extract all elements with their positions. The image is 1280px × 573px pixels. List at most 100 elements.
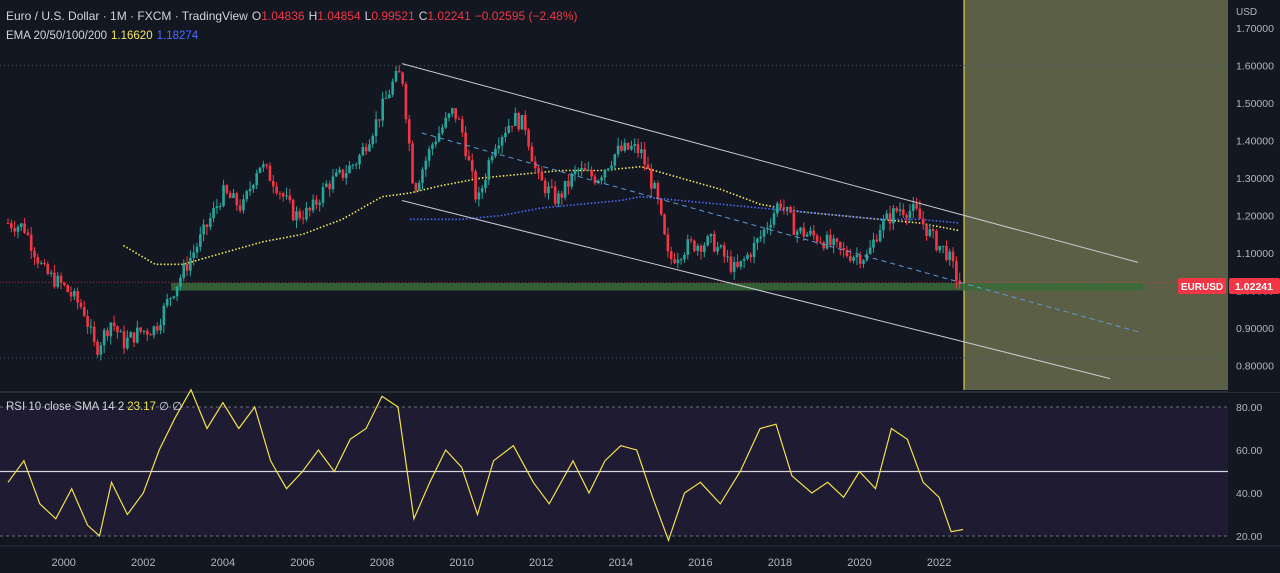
candle-body <box>434 141 438 145</box>
candle-body <box>626 142 630 150</box>
candle-body <box>275 186 278 194</box>
candle-body <box>835 238 839 242</box>
candle-body <box>620 145 623 151</box>
candle-body <box>477 192 481 200</box>
candle-body <box>199 234 202 247</box>
time-tick-label: 2018 <box>768 557 792 569</box>
candle-body <box>888 213 892 224</box>
candle-body <box>129 332 132 338</box>
candle-body <box>437 133 441 142</box>
candle-body <box>13 228 16 232</box>
high-value: 1.04854 <box>317 9 361 23</box>
candle-body <box>537 168 540 172</box>
ema-legend[interactable]: EMA 20/50/100/200 1.16620 1.18274 <box>6 30 202 42</box>
candle-body <box>318 202 322 205</box>
candle-body <box>82 307 86 316</box>
candle-body <box>112 322 116 327</box>
candle-body <box>122 331 126 349</box>
time-axis[interactable] <box>0 546 1228 573</box>
candle-body <box>162 305 166 326</box>
candle-body <box>729 256 733 272</box>
candle-body <box>905 215 908 218</box>
candle-body <box>278 193 282 195</box>
symbol-tag-text: EURUSD <box>1181 282 1223 293</box>
candle-body <box>673 258 676 263</box>
candle-body <box>530 146 534 162</box>
candle-body <box>417 182 421 191</box>
price-tick-label: 0.80000 <box>1236 361 1274 373</box>
candle-body <box>169 298 172 300</box>
channel-upper-line <box>401 63 1139 263</box>
candle-body <box>374 119 378 136</box>
trend-channel[interactable] <box>401 63 1139 380</box>
candle-body <box>301 218 305 220</box>
candle-body <box>792 212 796 235</box>
candle-body <box>344 173 348 178</box>
candle-body <box>53 272 56 287</box>
candle-body <box>212 208 215 219</box>
candle-body <box>460 119 464 133</box>
candle-body <box>613 154 617 166</box>
candle-body <box>179 277 182 287</box>
close-value: 1.02241 <box>427 9 471 23</box>
candle-body <box>749 254 753 258</box>
rsi-axis[interactable] <box>1228 394 1280 544</box>
candle-body <box>480 188 484 193</box>
time-axis-ticks: 2000 2002 2004 2006 2008 2010 2012 2014 2016 2018… <box>51 557 951 569</box>
candle-body <box>388 94 391 99</box>
candle-body <box>573 170 577 175</box>
candle-body <box>563 180 567 198</box>
candle-body <box>172 296 176 299</box>
candle-body <box>195 246 199 253</box>
price-tick-label: 1.50000 <box>1236 98 1274 110</box>
price-tick-label: 1.60000 <box>1236 61 1274 73</box>
candle-body <box>928 229 932 236</box>
candle-body <box>659 199 663 215</box>
gridlines <box>0 65 1228 359</box>
candle-body <box>732 261 736 272</box>
candle-body <box>862 260 865 264</box>
channel-lower-line <box>401 200 1111 380</box>
candle-body <box>63 283 66 285</box>
candle-body <box>882 219 885 231</box>
price-axis[interactable] <box>1228 0 1280 392</box>
candle-body <box>268 165 272 181</box>
candle-body <box>19 223 23 227</box>
candle-body <box>603 170 607 178</box>
candle-body <box>23 223 26 233</box>
candle-body <box>99 345 103 355</box>
candle-body <box>431 144 434 149</box>
candle-body <box>152 326 156 336</box>
candle-body <box>779 203 782 208</box>
time-tick-label: 2000 <box>51 557 75 569</box>
symbol-legend[interactable]: Euro / U.S. Dollar · 1M · FXCM · Trading… <box>6 9 582 23</box>
candle-body <box>872 239 875 248</box>
candle-body <box>165 299 169 306</box>
rsi-tick-label: 20.00 <box>1236 531 1262 543</box>
candle-body <box>384 98 388 100</box>
candle-body <box>351 164 355 166</box>
candlesticks[interactable] <box>6 65 961 361</box>
candle-body <box>298 211 302 219</box>
candle-body <box>898 209 902 212</box>
candle-body <box>908 210 912 218</box>
candle-body <box>358 155 361 165</box>
candle-body <box>255 172 258 186</box>
candle-body <box>444 117 448 128</box>
candle-body <box>600 177 603 181</box>
rsi-legend[interactable]: RSI 10 close SMA 14 2 23.17 ∅ ∅ <box>6 399 185 413</box>
candle-body <box>719 245 723 248</box>
candle-body <box>361 146 365 156</box>
candle-body <box>26 232 30 235</box>
candle-body <box>656 182 660 200</box>
price-tick-label: 1.40000 <box>1236 136 1274 148</box>
time-tick-label: 2020 <box>847 557 871 569</box>
candle-body <box>295 211 298 221</box>
price-tick-label: 1.70000 <box>1236 23 1274 35</box>
candle-body <box>464 132 467 157</box>
candle-body <box>540 171 544 181</box>
candle-body <box>945 245 948 261</box>
candle-body <box>487 160 491 180</box>
rsi-value: 23.17 <box>127 401 157 413</box>
